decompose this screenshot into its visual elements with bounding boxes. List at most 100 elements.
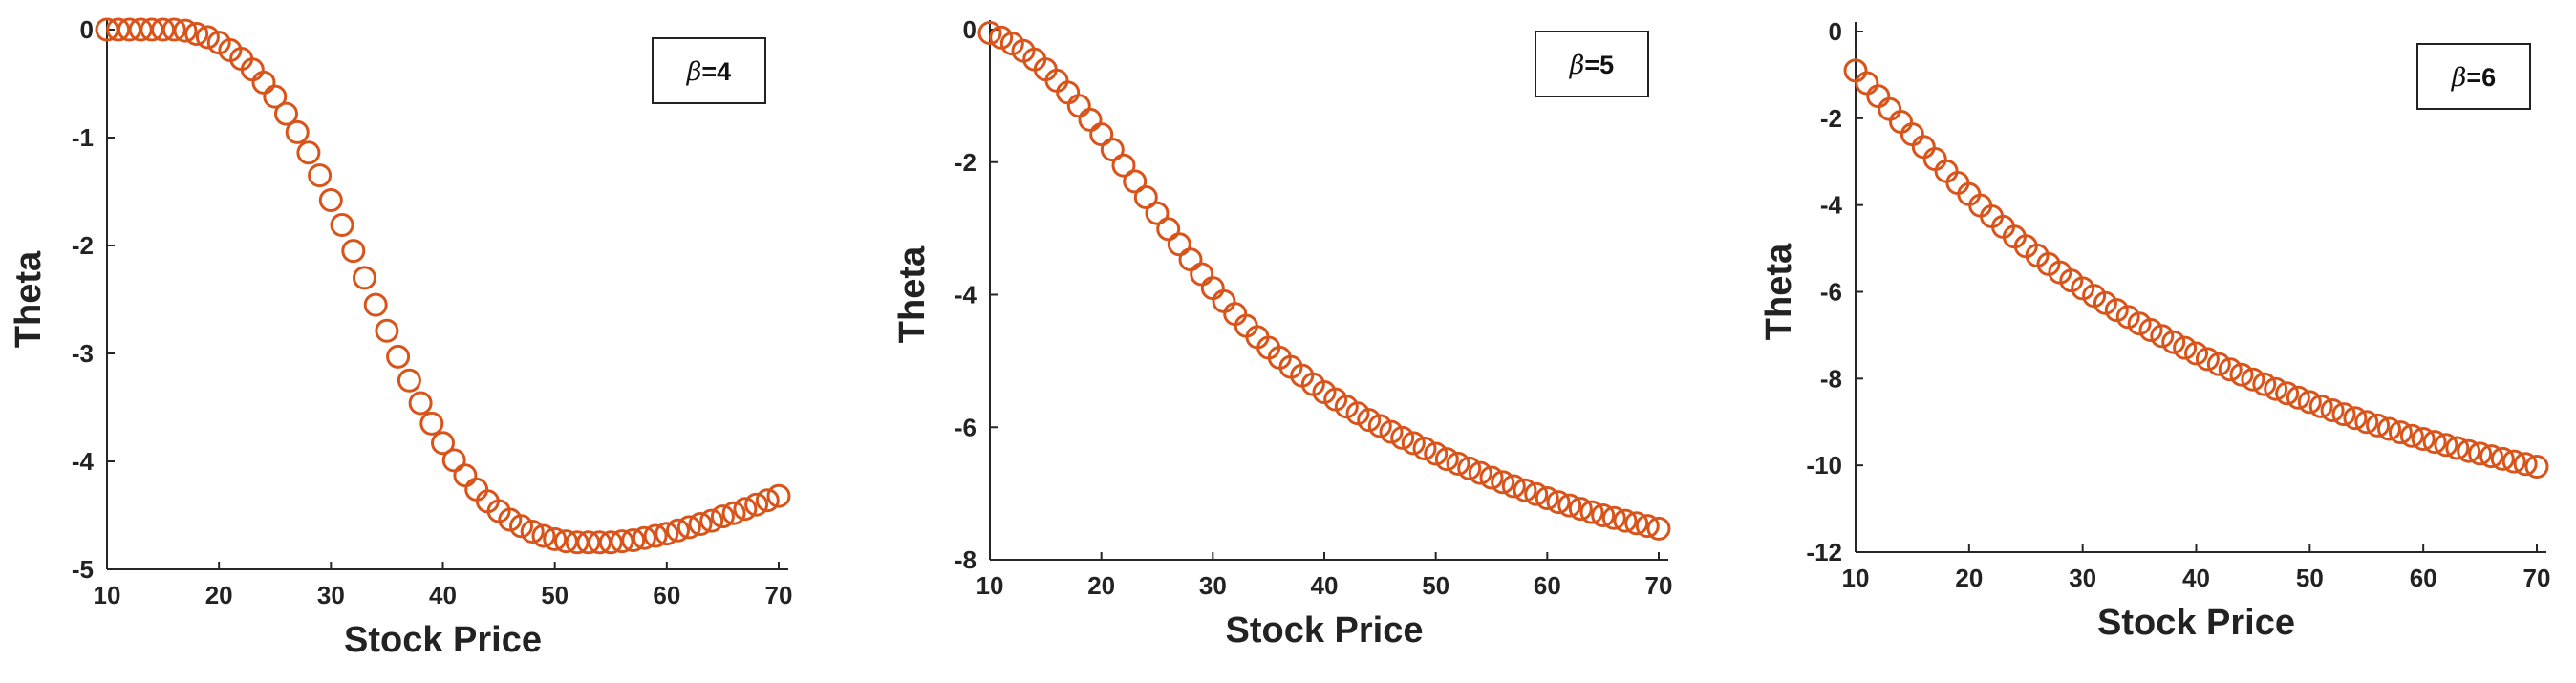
y-tick-label: -8: [1820, 364, 1842, 393]
data-point: [330, 213, 354, 237]
data-point: [1412, 437, 1437, 460]
data-point: [1624, 511, 1649, 536]
legend-beta-symbol: β: [686, 57, 702, 87]
legend-beta-value: =4: [701, 57, 731, 86]
data-point: [543, 526, 568, 551]
data-point: [195, 25, 220, 50]
y-tick-label: -4: [955, 281, 977, 309]
data-point: [1546, 490, 1571, 515]
data-point: [2366, 413, 2391, 438]
data-point: [610, 529, 634, 554]
data-point: [1635, 514, 1660, 539]
data-point: [1111, 153, 1136, 178]
data-point: [1535, 486, 1559, 510]
data-point: [977, 21, 1002, 45]
y-tick-label: -10: [1806, 451, 1842, 480]
data-point: [2218, 357, 2243, 382]
data-point: [363, 292, 388, 317]
data-point: [1457, 456, 1482, 480]
data-point: [2377, 416, 2401, 441]
y-tick-label: -8: [955, 545, 977, 574]
x-tick-label: 20: [1087, 571, 1115, 600]
data-point: [1579, 500, 1604, 524]
y-tick-label: 0: [1829, 17, 1842, 46]
data-point: [1145, 201, 1170, 225]
data-point: [2524, 455, 2549, 479]
data-point: [2308, 394, 2333, 418]
data-point: [308, 163, 333, 188]
data-point: [1646, 516, 1671, 541]
data-point: [2252, 372, 2277, 396]
data-point: [766, 483, 791, 508]
data-point: [1401, 431, 1426, 456]
data-point: [441, 448, 466, 473]
legend-beta-value: =5: [1584, 51, 1614, 79]
x-tick-label: 60: [1534, 571, 1561, 600]
data-point: [1491, 470, 1515, 495]
data-point: [2434, 433, 2458, 458]
x-tick-label: 10: [94, 581, 121, 609]
y-tick-label: -4: [72, 447, 95, 476]
chart-panel-1: 10 20 30 40 50 60 70 0 -1 -2 -3 -4 -5 Stock Price Thet…: [9, 15, 792, 660]
data-point: [1524, 481, 1549, 506]
x-tick-label: 50: [2296, 564, 2324, 592]
data-point: [655, 522, 679, 546]
legend-box: [652, 37, 766, 104]
x-axis-title: Stock Price: [1226, 610, 1424, 651]
data-point: [1911, 135, 1936, 160]
data-point: [1866, 84, 1891, 109]
data-point: [2115, 305, 2140, 330]
data-point: [1900, 122, 1924, 147]
data-point: [2241, 367, 2265, 392]
chart-panel-3: 10 20 30 40 50 60 70 0 -2 -4 -6 -8 -10 -12 Stock Price…: [1759, 17, 2550, 643]
x-tick-label: 30: [2069, 564, 2096, 592]
legend-beta-value: =6: [2466, 63, 2496, 92]
data-point: [431, 431, 455, 456]
data-point: [989, 25, 1014, 50]
data-point: [733, 497, 758, 522]
data-point: [1601, 505, 1626, 530]
data-point: [1167, 232, 1191, 257]
y-axis-title: Theta: [892, 245, 933, 343]
data-point: [2457, 438, 2481, 463]
data-point: [341, 239, 366, 264]
data-point: [464, 477, 489, 502]
data-point: [2490, 446, 2515, 471]
data-point: [2468, 441, 2493, 466]
legend-box: [2416, 43, 2531, 110]
data-point: [755, 488, 780, 513]
data-point: [2161, 330, 2186, 354]
data-point: [1078, 107, 1103, 132]
data-point: [375, 318, 399, 343]
data-point: [1501, 474, 1526, 499]
data-point: [2286, 385, 2310, 410]
data-point: [2275, 381, 2300, 406]
data-point: [386, 344, 411, 369]
x-tick-label: 50: [541, 581, 569, 609]
data-point: [2388, 420, 2413, 445]
x-tick-label: 70: [1645, 571, 1673, 600]
x-tick-label: 60: [2410, 564, 2437, 592]
data-point: [1945, 171, 1970, 195]
data-point: [1922, 147, 1947, 171]
y-tick-label: -6: [1820, 278, 1842, 307]
data-point: [1178, 247, 1203, 272]
y-tick-label: -2: [955, 148, 977, 177]
data-point: [1156, 217, 1181, 242]
legend: β=5: [1535, 31, 1649, 97]
data-point: [2206, 352, 2231, 376]
y-tick-label: -2: [72, 231, 94, 260]
data-point: [643, 523, 668, 548]
data-point: [1056, 80, 1081, 105]
legend-label: β=4: [686, 57, 731, 87]
x-axis-title: Stock Price: [2097, 603, 2295, 643]
data-point: [1878, 96, 1902, 121]
legend-beta-symbol: β: [1569, 51, 1585, 80]
x-tick-label: 70: [2523, 564, 2551, 592]
data-point: [397, 368, 421, 393]
data-point: [710, 504, 735, 529]
data-point: [1390, 425, 1415, 450]
data-point: [2127, 311, 2152, 336]
y-tick-label: -6: [955, 413, 977, 441]
data-point: [2264, 376, 2288, 401]
